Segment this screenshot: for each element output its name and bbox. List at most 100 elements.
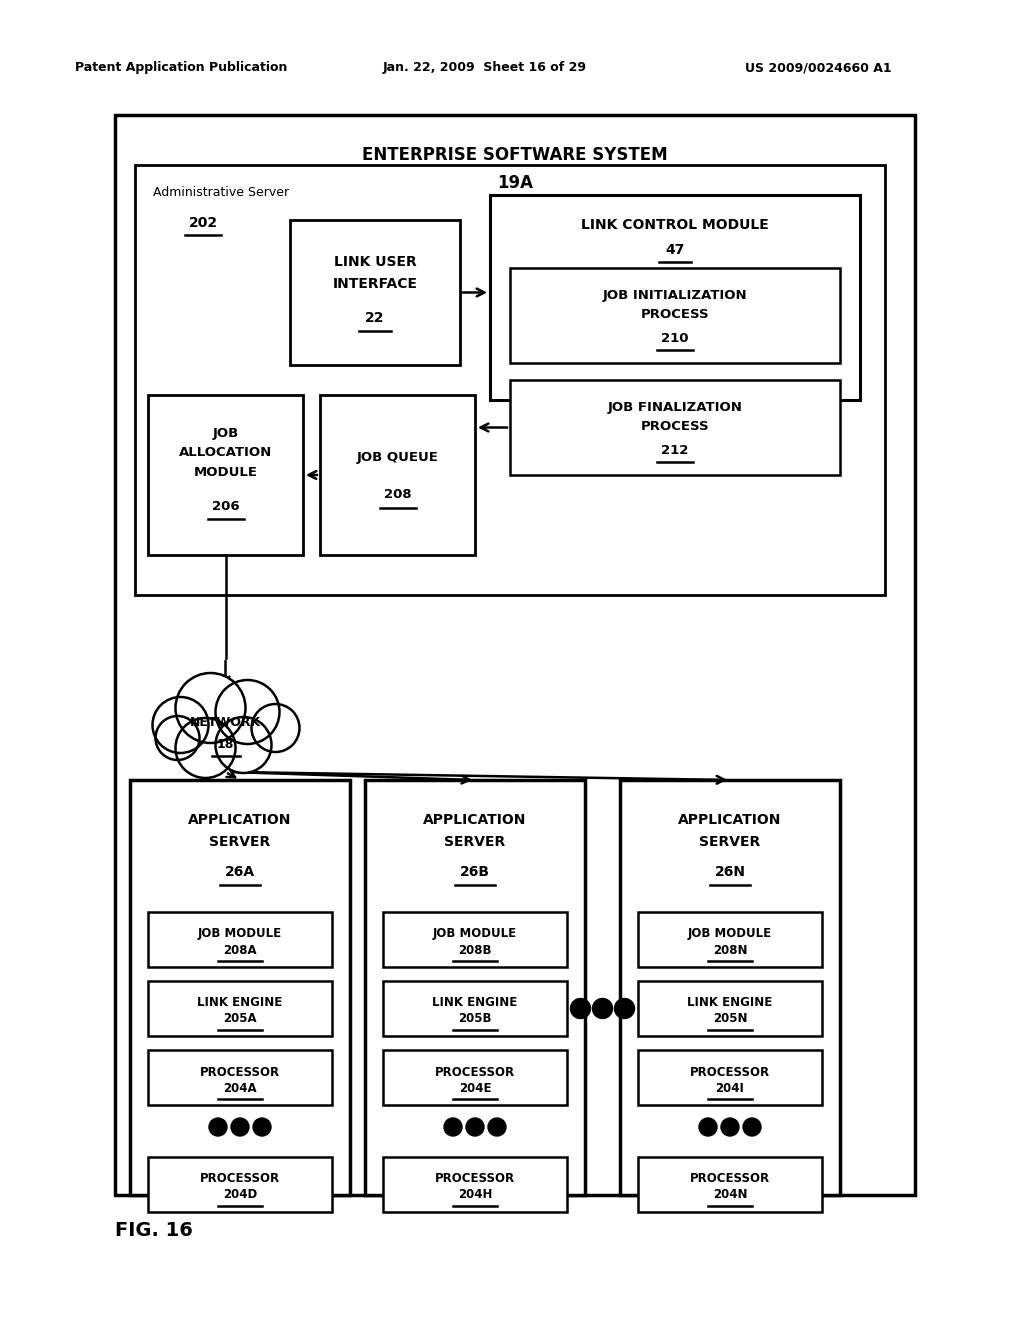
Text: FIG. 16: FIG. 16 — [115, 1221, 193, 1239]
Text: LINK ENGINE: LINK ENGINE — [432, 997, 517, 1010]
Text: 208A: 208A — [223, 944, 257, 957]
Circle shape — [215, 680, 280, 744]
Text: 205N: 205N — [713, 1012, 748, 1026]
Text: JOB INITIALIZATION: JOB INITIALIZATION — [603, 289, 748, 302]
Text: 202: 202 — [188, 216, 217, 230]
Circle shape — [215, 717, 271, 774]
Text: 208B: 208B — [459, 944, 492, 957]
Text: JOB: JOB — [212, 426, 239, 440]
Circle shape — [175, 673, 246, 743]
Circle shape — [153, 697, 209, 752]
Text: US 2009/0024660 A1: US 2009/0024660 A1 — [745, 62, 892, 74]
Text: 19A: 19A — [497, 174, 534, 191]
Text: 205B: 205B — [459, 1012, 492, 1026]
Text: JOB MODULE: JOB MODULE — [688, 928, 772, 940]
FancyBboxPatch shape — [383, 1158, 567, 1212]
Text: 22: 22 — [366, 312, 385, 325]
Text: 210: 210 — [662, 331, 689, 345]
Text: 212: 212 — [662, 444, 689, 457]
Circle shape — [743, 1118, 761, 1137]
Text: Patent Application Publication: Patent Application Publication — [75, 62, 288, 74]
Text: PROCESSOR: PROCESSOR — [435, 1172, 515, 1185]
Text: 26N: 26N — [715, 865, 745, 879]
Circle shape — [721, 1118, 739, 1137]
FancyBboxPatch shape — [638, 1158, 822, 1212]
FancyBboxPatch shape — [290, 220, 460, 366]
Text: 204A: 204A — [223, 1081, 257, 1094]
FancyBboxPatch shape — [383, 1049, 567, 1105]
Text: PROCESSOR: PROCESSOR — [200, 1065, 280, 1078]
Circle shape — [253, 1118, 271, 1137]
Text: LINK CONTROL MODULE: LINK CONTROL MODULE — [582, 218, 769, 232]
Text: 204N: 204N — [713, 1188, 748, 1201]
Text: 206: 206 — [212, 500, 240, 513]
Text: JOB MODULE: JOB MODULE — [198, 928, 282, 940]
Text: 208N: 208N — [713, 944, 748, 957]
Text: PROCESS: PROCESS — [641, 308, 710, 321]
Text: APPLICATION: APPLICATION — [423, 813, 526, 828]
Text: Administrative Server: Administrative Server — [153, 186, 289, 199]
Circle shape — [175, 718, 236, 777]
FancyBboxPatch shape — [510, 268, 840, 363]
FancyBboxPatch shape — [365, 780, 585, 1195]
Text: JOB FINALIZATION: JOB FINALIZATION — [607, 401, 742, 414]
Circle shape — [252, 704, 299, 752]
FancyBboxPatch shape — [148, 1049, 332, 1105]
Text: 204H: 204H — [458, 1188, 493, 1201]
Text: 205A: 205A — [223, 1012, 257, 1026]
Text: INTERFACE: INTERFACE — [333, 277, 418, 290]
Text: LINK ENGINE: LINK ENGINE — [198, 997, 283, 1010]
Text: 26B: 26B — [460, 865, 490, 879]
Text: ALLOCATION: ALLOCATION — [179, 446, 272, 459]
Text: PROCESSOR: PROCESSOR — [690, 1172, 770, 1185]
Text: 26A: 26A — [225, 865, 255, 879]
Text: SERVER: SERVER — [209, 836, 270, 849]
Text: SERVER: SERVER — [699, 836, 761, 849]
Text: MODULE: MODULE — [194, 466, 257, 479]
FancyBboxPatch shape — [383, 912, 567, 968]
Text: NETWORK: NETWORK — [189, 715, 261, 729]
Text: 208: 208 — [384, 488, 412, 502]
Text: 204I: 204I — [716, 1081, 744, 1094]
Text: PROCESS: PROCESS — [641, 420, 710, 433]
FancyBboxPatch shape — [638, 1049, 822, 1105]
Text: 204D: 204D — [223, 1188, 257, 1201]
Text: PROCESSOR: PROCESSOR — [200, 1172, 280, 1185]
Text: LINK USER: LINK USER — [334, 255, 417, 269]
Text: 204E: 204E — [459, 1081, 492, 1094]
FancyBboxPatch shape — [148, 1158, 332, 1212]
Text: LINK ENGINE: LINK ENGINE — [687, 997, 773, 1010]
Circle shape — [444, 1118, 462, 1137]
Circle shape — [488, 1118, 506, 1137]
FancyBboxPatch shape — [383, 981, 567, 1036]
Text: APPLICATION: APPLICATION — [678, 813, 781, 828]
Text: SERVER: SERVER — [444, 836, 506, 849]
Circle shape — [570, 998, 591, 1019]
Text: Jan. 22, 2009  Sheet 16 of 29: Jan. 22, 2009 Sheet 16 of 29 — [383, 62, 587, 74]
Circle shape — [614, 998, 635, 1019]
Text: ENTERPRISE SOFTWARE SYSTEM: ENTERPRISE SOFTWARE SYSTEM — [362, 147, 668, 164]
Text: JOB QUEUE: JOB QUEUE — [356, 450, 438, 463]
FancyBboxPatch shape — [490, 195, 860, 400]
FancyBboxPatch shape — [148, 981, 332, 1036]
FancyBboxPatch shape — [638, 981, 822, 1036]
FancyBboxPatch shape — [319, 395, 475, 554]
Circle shape — [699, 1118, 717, 1137]
Text: APPLICATION: APPLICATION — [188, 813, 292, 828]
FancyBboxPatch shape — [115, 115, 915, 1195]
FancyBboxPatch shape — [148, 395, 303, 554]
Circle shape — [466, 1118, 484, 1137]
Circle shape — [156, 715, 200, 760]
FancyBboxPatch shape — [148, 912, 332, 968]
FancyBboxPatch shape — [620, 780, 840, 1195]
FancyBboxPatch shape — [130, 780, 350, 1195]
FancyBboxPatch shape — [135, 165, 885, 595]
FancyBboxPatch shape — [638, 912, 822, 968]
FancyBboxPatch shape — [510, 380, 840, 475]
Text: PROCESSOR: PROCESSOR — [690, 1065, 770, 1078]
Text: 18: 18 — [217, 738, 234, 751]
Text: 47: 47 — [666, 243, 685, 257]
Text: PROCESSOR: PROCESSOR — [435, 1065, 515, 1078]
Circle shape — [231, 1118, 249, 1137]
Circle shape — [593, 998, 612, 1019]
